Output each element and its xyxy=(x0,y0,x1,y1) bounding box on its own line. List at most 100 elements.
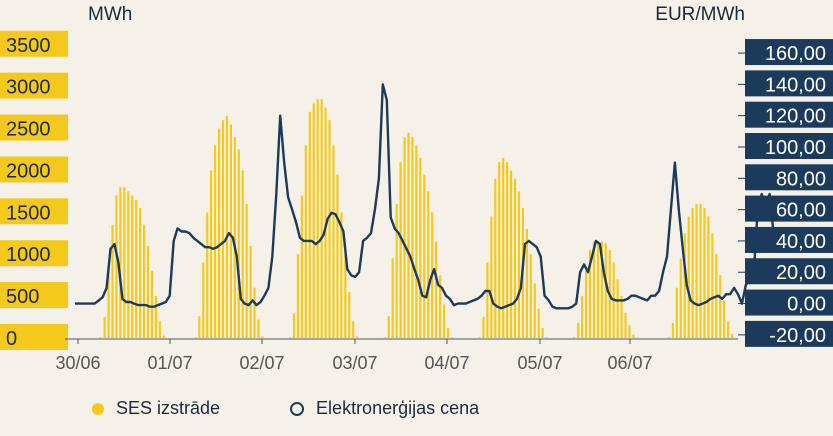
bar xyxy=(691,208,694,338)
bar xyxy=(695,203,698,338)
bar xyxy=(253,287,256,338)
left-tick-label: 2000 xyxy=(6,160,51,182)
left-tick-1500: 1500 xyxy=(0,198,68,225)
bar xyxy=(146,245,150,338)
bar xyxy=(577,322,580,338)
right-tick-140,00: 140,00 xyxy=(745,70,833,97)
bar xyxy=(407,132,410,338)
bar xyxy=(288,337,292,338)
right-tick-label: 20,00 xyxy=(776,262,826,284)
bar xyxy=(348,291,351,338)
bar xyxy=(237,149,240,338)
right-tick-box xyxy=(745,164,833,191)
bar xyxy=(139,208,142,338)
bar xyxy=(730,333,734,338)
bar xyxy=(403,136,406,338)
bar xyxy=(245,203,248,338)
left-tick-label: 500 xyxy=(6,286,39,308)
right-axis-unit: EUR/MWh xyxy=(655,4,745,25)
bar xyxy=(150,270,154,338)
bar xyxy=(292,312,296,338)
bar xyxy=(632,334,635,338)
bar xyxy=(502,157,505,338)
bar xyxy=(127,191,130,338)
legend-item-solar: SES izstrāde xyxy=(92,398,220,419)
left-tick-box xyxy=(0,240,68,267)
left-tick-0: 0 xyxy=(0,324,68,350)
bar xyxy=(490,216,493,338)
left-tick-3500: 3500 xyxy=(0,30,68,57)
bar xyxy=(525,229,528,338)
right-tick-label: 140,00 xyxy=(765,74,826,96)
bar xyxy=(604,243,607,338)
bar xyxy=(506,162,509,338)
right-tick-label: -20,00 xyxy=(769,325,826,347)
bar xyxy=(115,195,118,338)
bar xyxy=(600,241,603,338)
bar xyxy=(135,199,138,338)
bar xyxy=(620,296,623,338)
bar xyxy=(415,145,418,338)
bar xyxy=(723,300,726,338)
bar xyxy=(308,111,311,338)
bar xyxy=(537,308,540,338)
left-tick-box xyxy=(0,72,68,99)
bar xyxy=(257,319,260,338)
bar xyxy=(387,316,390,338)
right-tick-60,00: 60,00 xyxy=(745,195,833,222)
right-tick-100,00: 100,00 xyxy=(745,132,833,159)
right-tick-box xyxy=(745,226,833,253)
bar xyxy=(194,337,197,338)
left-tick-label: 3500 xyxy=(6,35,51,57)
right-tick-box xyxy=(745,70,833,97)
bar xyxy=(699,203,702,338)
bar xyxy=(584,270,588,338)
bar xyxy=(450,337,453,338)
bar xyxy=(123,187,126,338)
bar xyxy=(99,337,102,338)
right-tick-label: 160,00 xyxy=(765,43,826,65)
bar xyxy=(399,162,402,338)
bar xyxy=(573,337,576,338)
bar xyxy=(154,296,157,338)
bar xyxy=(727,321,730,338)
right-tick-80,00: 80,00 xyxy=(745,164,833,191)
bar xyxy=(206,212,209,338)
bar xyxy=(592,241,596,338)
left-tick-label: 3000 xyxy=(6,77,51,99)
left-tick-label: 1000 xyxy=(6,244,51,266)
bar xyxy=(427,191,430,338)
bar xyxy=(217,128,221,338)
bar xyxy=(533,283,536,338)
bar xyxy=(391,258,394,338)
right-tick-box xyxy=(745,39,833,66)
bar xyxy=(356,336,359,338)
bar xyxy=(442,304,446,338)
bar xyxy=(675,287,678,338)
bar xyxy=(233,136,236,338)
bar xyxy=(541,327,544,338)
right-tick-label: 80,00 xyxy=(776,168,826,190)
bar xyxy=(332,145,335,338)
x-tick-label: 04/07 xyxy=(424,353,469,373)
bar xyxy=(328,120,331,338)
x-tick-label: 01/07 xyxy=(147,353,192,373)
bar xyxy=(142,224,146,338)
bar xyxy=(316,99,319,338)
bar xyxy=(423,174,426,338)
solar-dot-icon xyxy=(92,402,104,415)
right-tick-0,00: 0,00 xyxy=(745,289,833,316)
bar xyxy=(703,208,706,338)
bar xyxy=(103,317,106,338)
bar xyxy=(296,254,300,338)
bar xyxy=(486,262,489,338)
left-tick-1000: 1000 xyxy=(0,240,68,267)
bar xyxy=(478,337,481,338)
bar xyxy=(210,170,213,338)
bar xyxy=(111,224,114,338)
bar xyxy=(249,245,252,338)
right-tick-label: 120,00 xyxy=(765,106,826,128)
x-tick-label: 30/06 xyxy=(55,353,100,373)
bar xyxy=(435,241,438,338)
bar xyxy=(707,216,710,338)
